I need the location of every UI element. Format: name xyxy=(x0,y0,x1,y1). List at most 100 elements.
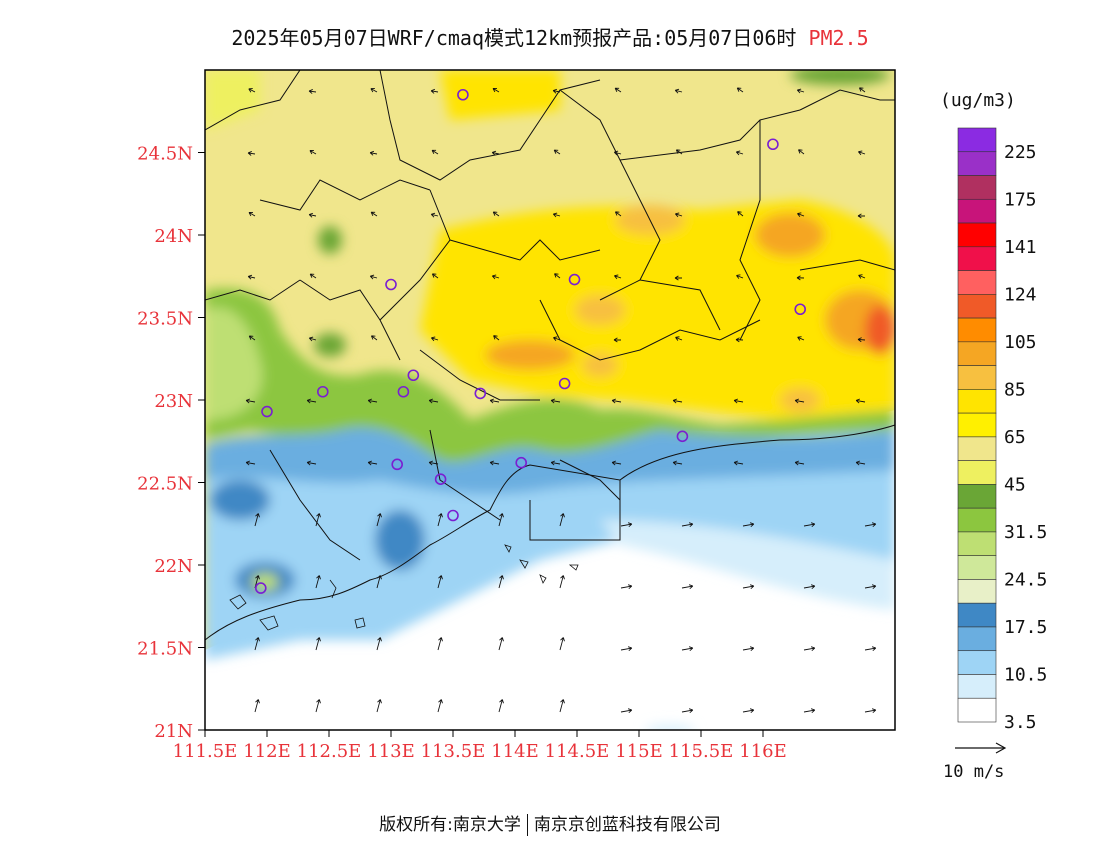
wind-arrow xyxy=(681,584,694,590)
colorbar-label: 31.5 xyxy=(1004,522,1047,543)
monitoring-station-marker xyxy=(457,88,469,101)
wind-arrow xyxy=(620,708,633,714)
colorbar-swatch xyxy=(957,151,997,176)
wind-arrow xyxy=(248,335,256,341)
wind-arrow xyxy=(315,575,321,589)
wind-arrow xyxy=(797,212,805,217)
wind-arrow xyxy=(803,584,816,590)
wind-arrow xyxy=(550,398,561,404)
longitude-axis: 111.5E 112E 112.5E 113E 113.5E 114E 114.5E 115E… xyxy=(173,730,787,762)
monitoring-station-marker xyxy=(385,278,397,291)
colorbar-swatch xyxy=(957,294,997,319)
lat-tick-label: 24N xyxy=(154,226,193,247)
wind-arrow xyxy=(553,336,561,341)
wind-arrow xyxy=(742,708,755,714)
wind-arrow xyxy=(742,584,755,590)
wind-arrow xyxy=(552,212,561,218)
lat-tick-label: 23N xyxy=(154,391,193,412)
wind-arrow xyxy=(675,212,683,218)
wind-arrow xyxy=(428,398,439,404)
colorbar-label: 175 xyxy=(1004,189,1037,210)
wind-arrow xyxy=(431,336,439,342)
colorbar-label: 24.5 xyxy=(1004,569,1047,590)
wind-arrow xyxy=(855,398,866,404)
monitoring-station-marker xyxy=(767,138,779,151)
footer-separator xyxy=(526,814,528,836)
lon-tick-label: 114E xyxy=(491,741,539,762)
footer-right: 南京京创蓝科技有限公司 xyxy=(533,815,721,835)
wind-arrow xyxy=(247,150,256,156)
wind-arrow xyxy=(431,149,439,155)
wind-arrow xyxy=(376,513,382,527)
lon-tick-label: 115E xyxy=(615,741,663,762)
colorbar-swatch xyxy=(957,507,997,533)
wind-arrow xyxy=(803,708,816,714)
wind-arrow xyxy=(437,699,443,713)
wind-arrow xyxy=(376,637,382,651)
colorbar-label: 10.5 xyxy=(1004,664,1047,685)
wind-arrow xyxy=(493,335,500,341)
wind-arrow xyxy=(864,708,877,714)
wind-arrow xyxy=(245,398,256,404)
colorbar-swatch xyxy=(957,341,997,366)
wind-arrow xyxy=(369,150,378,156)
wind-arrow xyxy=(248,211,256,217)
wind-arrow xyxy=(491,150,500,156)
wind-arrow xyxy=(492,87,500,93)
wind-arrow xyxy=(611,398,622,404)
wind-arrow xyxy=(254,699,260,713)
station-markers xyxy=(254,88,807,594)
wind-arrow xyxy=(369,274,378,280)
wind-arrow xyxy=(613,150,622,156)
lat-tick-label: 22.5N xyxy=(137,474,193,495)
wind-arrow xyxy=(735,337,744,343)
wind-arrow xyxy=(736,274,744,279)
wind-arrow xyxy=(550,460,561,466)
monitoring-station-marker xyxy=(316,385,329,398)
monitoring-station-marker xyxy=(407,369,420,382)
monitoring-station-marker xyxy=(391,458,404,471)
lon-tick-label: 113E xyxy=(367,741,415,762)
wind-arrow xyxy=(737,211,744,217)
wind-arrow xyxy=(620,646,633,652)
footer-left: 版权所有:南京大学 xyxy=(379,815,521,835)
colorbar-label: 124 xyxy=(1004,284,1037,305)
wind-arrow xyxy=(309,149,317,155)
colorbar-label: 65 xyxy=(1004,427,1026,448)
wind-arrow xyxy=(428,460,439,466)
colorbar-swatch xyxy=(957,175,997,200)
wind-arrow xyxy=(858,87,866,93)
wind-arrow xyxy=(306,460,317,466)
wind-arrow xyxy=(370,211,378,217)
wind-arrow xyxy=(376,575,382,589)
wind-arrow xyxy=(430,88,439,94)
lon-tick-label: 112.5E xyxy=(297,741,362,762)
wind-arrow xyxy=(437,637,443,651)
wind-arrow xyxy=(733,398,744,404)
wind-arrow xyxy=(376,699,382,713)
wind-arrow xyxy=(858,150,866,156)
wind-arrow xyxy=(798,149,805,155)
wind-arrow xyxy=(498,699,504,713)
wind-arrow xyxy=(613,337,622,343)
wind-reference-label: 10 m/s xyxy=(943,762,1005,782)
colorbar-label: 85 xyxy=(1004,379,1026,400)
colorbar-swatch xyxy=(957,436,997,461)
wind-arrow xyxy=(674,275,682,281)
monitoring-station-marker xyxy=(474,387,487,400)
wind-arrow xyxy=(803,646,816,652)
wind-arrow xyxy=(611,460,622,466)
wind-arrow xyxy=(315,637,321,651)
wind-arrow xyxy=(554,273,561,279)
colorbar-swatch xyxy=(957,270,997,295)
wind-arrow xyxy=(315,699,321,713)
wind-arrow xyxy=(681,646,694,652)
wind-arrow xyxy=(245,460,256,466)
monitoring-station-marker xyxy=(254,582,267,594)
lat-tick-label: 22N xyxy=(154,556,193,577)
map-title: 2025年05月07日WRF/cmaq模式12km预报产品:05月07日06时 P… xyxy=(0,22,1100,51)
wind-arrow xyxy=(248,88,256,93)
colorbar-swatch xyxy=(957,579,997,604)
wind-arrow xyxy=(735,150,744,156)
colorbar-unit: (ug/m3) xyxy=(940,90,1016,111)
